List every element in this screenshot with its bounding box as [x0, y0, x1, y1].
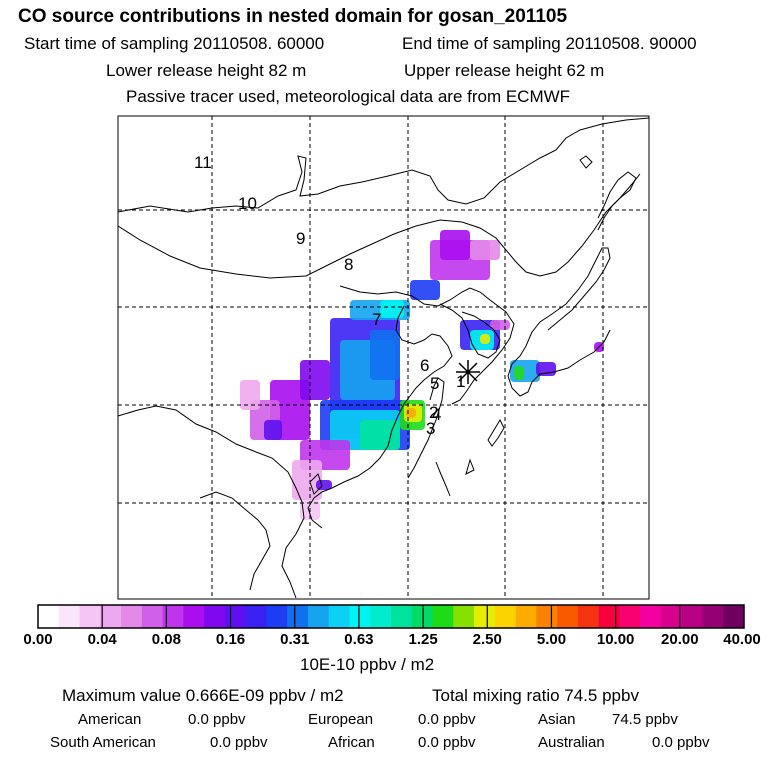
- colorbar-cell: [640, 605, 662, 628]
- colorbar-cell: [515, 605, 537, 628]
- colorbar-cell: [660, 605, 683, 628]
- colorbar-tick-label: 0.63: [344, 631, 374, 648]
- region-labels: 1 2 3 4 5 6 7 8 9 10 11: [194, 153, 465, 438]
- region-label: 5: [430, 374, 439, 393]
- colorbar-cell: [100, 605, 122, 628]
- colorbar-cell: [141, 605, 164, 628]
- european-label: European: [308, 711, 374, 728]
- colorbar-tick-label: 10.00: [596, 631, 635, 648]
- australian-value: 0.0 ppbv: [652, 734, 710, 751]
- colorbar-cell: [370, 605, 392, 628]
- colorbar-cell: [245, 605, 267, 628]
- colorbar-tick-label: 0.08: [151, 631, 181, 648]
- colorbar-cell: [349, 605, 371, 628]
- colorbar-cell: [224, 605, 247, 628]
- plume-cell: [470, 240, 500, 260]
- region-label: 3: [426, 419, 435, 438]
- colorbar-cell: [121, 605, 143, 628]
- colorbar-cell: [79, 605, 101, 628]
- start-time-label: Start time of sampling 20110508. 60000: [24, 34, 325, 53]
- colorbar-cell: [557, 605, 579, 628]
- colorbar-tick-label: 0.00: [23, 631, 53, 648]
- american-value: 0.0 ppbv: [188, 711, 246, 728]
- european-value: 0.0 ppbv: [418, 711, 476, 728]
- asian-value: 74.5 ppbv: [612, 711, 678, 728]
- region-label: 1: [456, 372, 465, 391]
- south-american-value: 0.0 ppbv: [210, 734, 268, 751]
- receptor-marker: [456, 360, 480, 384]
- colorbar-tick-label: 5.00: [536, 631, 567, 648]
- colorbar-cell: [494, 605, 517, 628]
- colorbar-cell: [619, 605, 641, 628]
- plume-cell: [240, 380, 260, 410]
- plume-cell: [292, 460, 322, 500]
- region-label: 4: [432, 405, 441, 424]
- colorbar-cell: [307, 605, 330, 628]
- colorbar-cell: [411, 605, 434, 628]
- african-value: 0.0 ppbv: [418, 734, 476, 751]
- lower-height-label: Lower release height 82 m: [106, 61, 307, 80]
- colorbar-cell: [38, 605, 60, 628]
- plume-cell: [264, 420, 282, 440]
- colorbar-tick-label: 0.16: [215, 631, 246, 648]
- plot-title: CO source contributions in nested domain…: [18, 6, 568, 27]
- upper-height-label: Upper release height 62 m: [404, 61, 605, 80]
- region-label: 8: [344, 255, 353, 274]
- region-label: 9: [296, 229, 305, 248]
- map-gridlines: [118, 116, 649, 599]
- colorbar-cell: [474, 605, 496, 628]
- asian-label: Asian: [538, 711, 576, 728]
- australian-label: Australian: [538, 734, 605, 751]
- plume-cell: [380, 300, 404, 318]
- colorbar-cell: [536, 605, 558, 628]
- american-label: American: [78, 711, 142, 728]
- end-time-label: End time of sampling 20110508. 90000: [402, 34, 697, 53]
- plume-cell: [370, 330, 400, 380]
- plume-cell: [480, 334, 490, 344]
- colorbar-cell: [702, 605, 724, 628]
- african-label: African: [328, 734, 375, 751]
- plume-cell: [410, 280, 440, 300]
- colorbar-tick-label: 40.00: [723, 631, 761, 648]
- region-label: 7: [372, 310, 381, 329]
- maximum-value: Maximum value 0.666E-09 ppbv / m2: [62, 686, 344, 705]
- colorbar-tick-label: 1.25: [408, 631, 438, 648]
- south-american-label: South American: [50, 734, 156, 751]
- colorbar-cell: [58, 605, 81, 628]
- tracer-note: Passive tracer used, meteorological data…: [126, 87, 571, 106]
- colorbar-tick-label: 2.50: [472, 631, 502, 648]
- colorbar-cell: [328, 605, 350, 628]
- colorbar-units: 10E-10 ppbv / m2: [300, 655, 435, 674]
- total-mixing-ratio: Total mixing ratio 74.5 ppbv: [432, 686, 639, 705]
- region-label: 2: [429, 403, 438, 422]
- colorbar-cell: [391, 605, 413, 628]
- colorbar-cell: [287, 605, 309, 628]
- colorbar-cell: [577, 605, 600, 628]
- colorbar-tick-label: 0.31: [280, 631, 310, 648]
- colorbar-cell: [453, 605, 475, 628]
- colorbar-cell: [723, 605, 745, 628]
- plume-cell: [360, 420, 400, 450]
- plume-cell: [514, 366, 524, 380]
- colorbar-cell: [681, 605, 703, 628]
- coastlines-and-borders: [117, 117, 650, 599]
- colorbar-cell: [162, 605, 184, 628]
- colorbar-cell: [266, 605, 288, 628]
- colorbar-cell: [598, 605, 620, 628]
- region-label: 6: [420, 356, 429, 375]
- colorbar-tick-label: 20.00: [661, 631, 699, 648]
- colorbar-cell: [204, 605, 226, 628]
- region-label: 10: [238, 194, 257, 213]
- colorbar-cell: [183, 605, 205, 628]
- colorbar-tick-label: 0.04: [87, 631, 117, 648]
- plume-cell: [440, 230, 470, 260]
- plume-cell: [300, 360, 330, 400]
- region-label: 11: [194, 153, 212, 172]
- colorbar-cell: [432, 605, 454, 628]
